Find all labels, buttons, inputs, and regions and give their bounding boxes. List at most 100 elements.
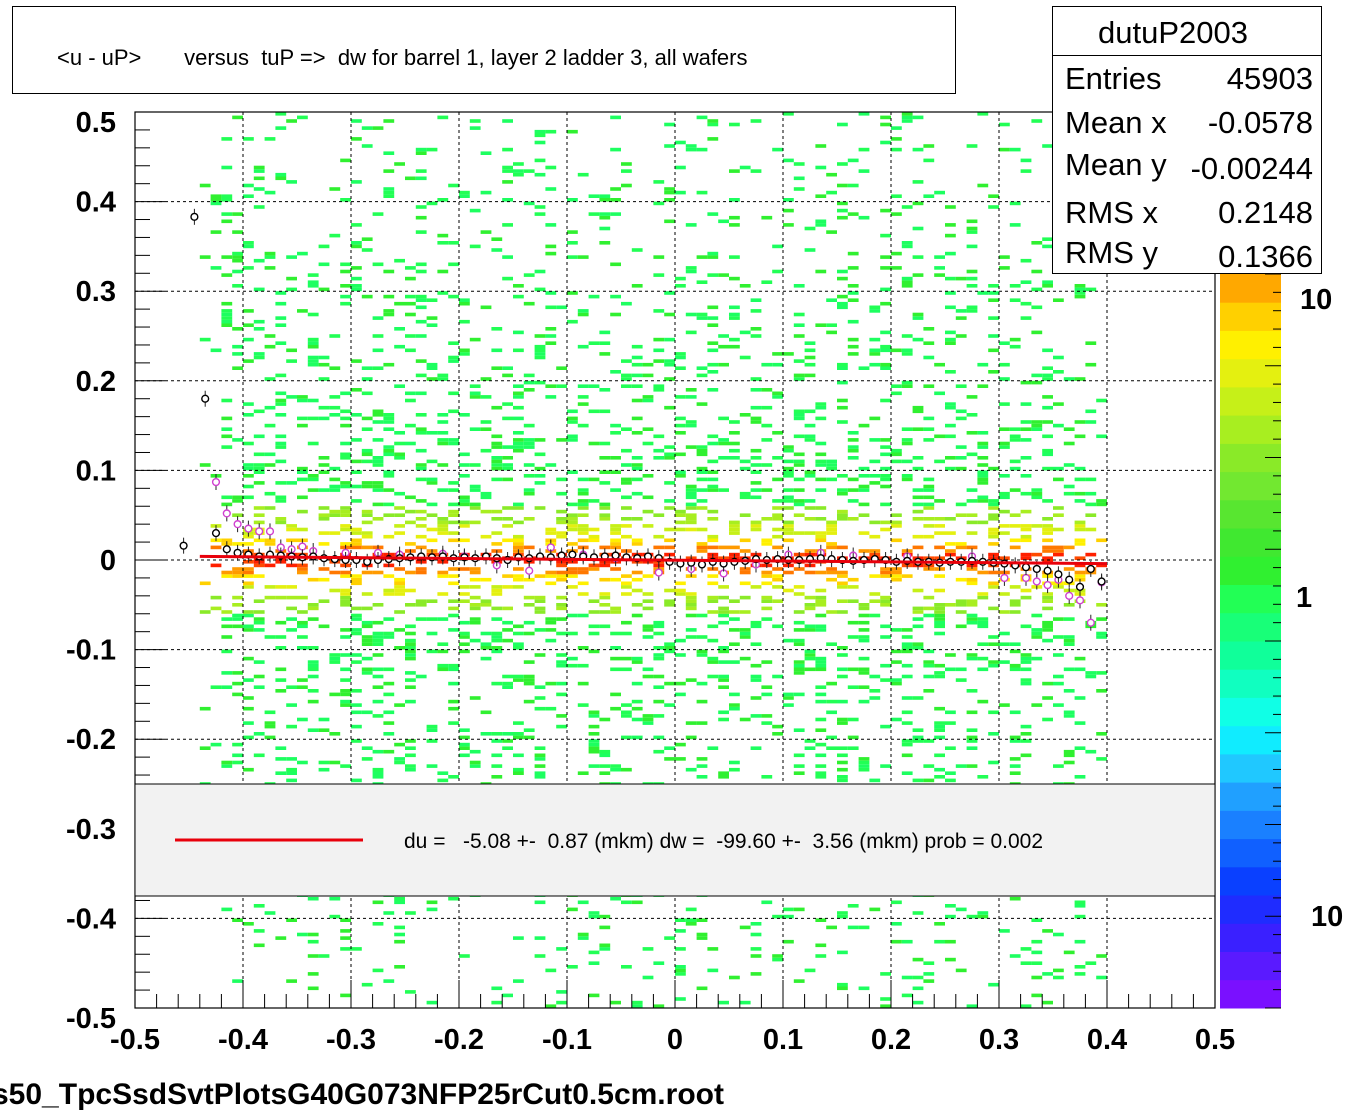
heatmap-cell <box>675 581 686 586</box>
heatmap-cell <box>1020 724 1032 729</box>
heatmap-cell <box>923 427 935 431</box>
heatmap-cell <box>880 477 891 482</box>
heatmap-cell <box>426 201 438 206</box>
heatmap-cell <box>232 760 243 765</box>
colorbar-segment <box>1220 358 1281 388</box>
heatmap-cell <box>901 975 913 980</box>
heatmap-cell <box>491 456 503 460</box>
heatmap-cell <box>275 481 287 485</box>
heatmap-cell <box>642 574 654 578</box>
heatmap-cell <box>534 474 546 478</box>
heatmap-cell <box>696 373 708 378</box>
heatmap-cell <box>858 925 870 930</box>
heatmap-cell <box>307 359 319 363</box>
heatmap-cell <box>653 656 665 661</box>
heatmap-cell <box>1020 538 1032 543</box>
heatmap-cell <box>243 574 254 578</box>
heatmap-cell <box>696 366 708 370</box>
heatmap-cell <box>513 585 524 589</box>
heatmap-cell <box>955 502 967 507</box>
heatmap-cell <box>351 119 362 123</box>
heatmap-cell <box>253 434 265 439</box>
heatmap-cell <box>459 520 470 525</box>
heatmap-cell <box>415 147 427 152</box>
heatmap-cell <box>891 678 902 682</box>
heatmap-cell <box>988 513 999 517</box>
heatmap-cell <box>1031 613 1043 618</box>
heatmap-cell <box>793 499 805 503</box>
heatmap-cell <box>415 448 427 453</box>
heatmap-cell <box>988 316 999 320</box>
heatmap-cell <box>556 570 567 575</box>
heatmap-cell <box>567 409 578 414</box>
heatmap-cell <box>577 502 589 507</box>
heatmap-cell <box>491 248 503 252</box>
heatmap-cell <box>1085 409 1097 414</box>
heatmap-cell <box>264 137 276 141</box>
heatmap-cell <box>545 620 557 625</box>
heatmap-cell <box>685 907 697 912</box>
heatmap-cell <box>1085 287 1097 292</box>
heatmap-cell <box>599 517 611 521</box>
heatmap-cell <box>545 968 557 973</box>
heatmap-cell <box>631 344 643 349</box>
heatmap-cell <box>631 706 643 711</box>
heatmap-cell <box>588 477 600 482</box>
heatmap-cell <box>502 517 513 521</box>
heatmap-cell <box>631 900 643 905</box>
heatmap-cell <box>901 119 913 123</box>
heatmap-cell <box>567 420 578 424</box>
heatmap-cell <box>264 405 276 410</box>
heatmap-cell <box>221 907 233 912</box>
heatmap-cell <box>858 502 870 507</box>
heatmap-cell <box>696 402 708 406</box>
heatmap-cell <box>772 362 783 367</box>
heatmap-cell <box>901 334 913 338</box>
colorbar-segment <box>1220 386 1281 416</box>
heatmap-cell <box>437 574 449 578</box>
heatmap-cell <box>221 416 233 421</box>
heatmap-cell <box>912 957 924 962</box>
heatmap-cell <box>793 513 805 517</box>
heatmap-cell <box>523 445 535 449</box>
heatmap-cell <box>858 656 870 661</box>
heatmap-cell <box>664 599 675 603</box>
heatmap-cell <box>1074 570 1086 575</box>
heatmap-cell <box>793 488 805 492</box>
heatmap-cell <box>664 187 675 191</box>
heatmap-cell <box>837 775 848 779</box>
heatmap-cell <box>426 649 438 654</box>
heatmap-cell <box>534 653 546 657</box>
heatmap-cell <box>513 405 524 410</box>
heatmap-cell <box>977 384 989 388</box>
heatmap-cell <box>869 352 881 356</box>
heatmap-cell <box>448 606 459 611</box>
heatmap-cell <box>534 595 546 600</box>
heatmap-cell <box>264 542 276 546</box>
heatmap-cell <box>372 642 384 646</box>
heatmap-cell <box>426 617 438 621</box>
heatmap-cell <box>448 574 459 578</box>
heatmap-cell <box>729 215 740 220</box>
heatmap-cell <box>534 771 546 775</box>
heatmap-cell <box>837 488 848 492</box>
heatmap-cell <box>383 119 395 123</box>
heatmap-cell <box>286 778 297 783</box>
heatmap-cell <box>685 223 697 227</box>
heatmap-cell <box>1009 284 1021 288</box>
heatmap-cell <box>988 499 999 503</box>
heatmap-cell <box>361 427 373 431</box>
heatmap-cell <box>577 932 589 937</box>
heatmap-cell <box>934 517 945 521</box>
heatmap-cell <box>891 348 902 353</box>
heatmap-cell <box>253 463 265 467</box>
heatmap-cell <box>534 746 546 750</box>
heatmap-cell <box>405 753 416 758</box>
heatmap-cell <box>502 732 513 736</box>
heatmap-cell <box>761 405 773 410</box>
heatmap-cell <box>999 255 1010 259</box>
heatmap-cell <box>685 635 697 639</box>
heatmap-cell <box>361 377 373 381</box>
heatmap-cell <box>826 567 837 571</box>
heatmap-cell <box>664 936 675 940</box>
